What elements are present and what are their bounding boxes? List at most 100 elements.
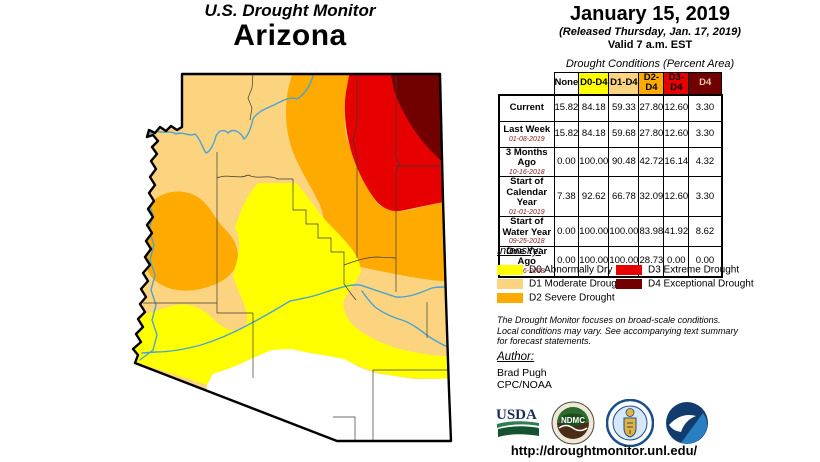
disclaimer: The Drought Monitor focuses on broad-sca…	[497, 315, 797, 347]
legend-title: Intensity:	[497, 245, 542, 257]
row-label-text: Current	[509, 102, 544, 114]
d4-swatch	[616, 278, 642, 289]
table-row: Current 15.82 84.18 59.33 27.80 12.60 3.…	[498, 93, 723, 122]
noaa-gull	[669, 415, 696, 432]
legend-label: D3 Extreme Drought	[648, 264, 740, 276]
usda-swoosh-dark	[498, 426, 539, 437]
cell-value: 41.92	[663, 216, 690, 247]
cell-value: 100.00	[608, 216, 640, 247]
commerce-logo	[606, 399, 654, 447]
author-block: Author: Brad Pugh CPC/NOAA	[497, 351, 552, 392]
released-date: (Released Thursday, Jan. 17, 2019)	[559, 26, 741, 38]
row-date: 01-16-2018	[508, 267, 545, 275]
cell-value: 12.60	[663, 176, 690, 218]
cell-value: 3.30	[688, 93, 723, 122]
cell-value: 4.32	[688, 146, 723, 178]
map-title-line1: U.S. Drought Monitor	[204, 1, 376, 20]
row-date: 10-16-2018	[508, 168, 545, 176]
table-caption: Drought Conditions (Percent Area)	[565, 58, 735, 70]
cell-value: 8.62	[688, 216, 723, 247]
legend-item-d2: D2 Severe Drought	[497, 289, 615, 303]
row-label-text: Start of Water Year	[502, 216, 552, 238]
col-header-none: None	[553, 71, 580, 96]
table-row: Start of Calendar Year 01-01-2019 7.38 9…	[498, 176, 723, 218]
row-label: Last Week 01-08-2019	[498, 120, 555, 148]
usda-swoosh-light	[497, 421, 539, 428]
map-region-d2-severe-west	[144, 191, 238, 291]
info-panel: January 15, 2019 (Released Thursday, Jan…	[484, 0, 816, 462]
ndmc-soil	[557, 423, 589, 439]
row-date: 01-01-2019	[508, 208, 545, 216]
table-row: One Year Ago 01-16-2018 0.00 100.00 100.…	[498, 245, 723, 278]
map-date: January 15, 2019	[569, 3, 731, 25]
footer-url: http://droughtmonitor.unl.edu/	[510, 443, 698, 458]
col-header-d1-d4: D1-D4	[608, 71, 640, 96]
usda-logo: USDA	[496, 407, 539, 437]
table-row: 3 Months Ago 10-16-2018 0.00 100.00 90.4…	[498, 146, 723, 178]
map-region-d0-dry	[133, 183, 451, 385]
cell-value: 42.72	[638, 146, 665, 178]
cell-value: 0.00	[553, 216, 580, 247]
cell-value: 27.80	[638, 120, 665, 148]
disclaimer-line: The Drought Monitor focuses on broad-sca…	[497, 315, 721, 325]
d3-swatch	[616, 264, 642, 275]
cell-value: 0.00	[553, 146, 580, 178]
cell-value: 12.60	[663, 120, 690, 148]
col-header-d2-d4: D2-D4	[638, 71, 665, 96]
intensity-legend: Intensity: D0 Abnormally Dry D1 Moderate…	[497, 245, 807, 305]
disclaimer-line: Local conditions may vary. See accompany…	[497, 325, 738, 336]
disclaimer-line: for forecast statements.	[497, 336, 592, 347]
row-date: 01-08-2019	[508, 135, 545, 143]
cell-value: 28.73	[638, 245, 665, 278]
county-borders	[143, 74, 451, 441]
arizona-drought-map	[131, 72, 453, 443]
commerce-eagle	[625, 408, 635, 417]
cell-value: 100.00	[578, 245, 610, 278]
date-header: January 15, 2019 (Released Thursday, Jan…	[484, 3, 816, 51]
row-label: 3 Months Ago 10-16-2018	[498, 146, 555, 178]
cell-value: 32.09	[638, 176, 665, 218]
cell-value: 90.48	[608, 146, 640, 178]
ndmc-logo: NDMC	[551, 401, 595, 445]
row-label: Current	[498, 93, 555, 122]
agency-logos: USDA NDMC	[496, 399, 709, 447]
cell-value: 16.14	[663, 146, 690, 178]
cell-value: 0.00	[688, 245, 723, 278]
row-label: Start of Water Year 09-25-2018	[498, 216, 555, 247]
map-area: U.S. Drought Monitor Arizona	[131, 2, 453, 443]
author-title: Author:	[497, 351, 535, 363]
row-label-text: Start of Calendar Year	[506, 176, 548, 209]
cell-value: 59.33	[608, 93, 640, 122]
ndmc-logo-text: NDMC	[561, 416, 585, 425]
legend-label: D4 Exceptional Drought	[648, 278, 754, 290]
cell-value: 66.78	[608, 176, 640, 218]
cell-value: 15.82	[553, 120, 580, 148]
cell-value: 84.18	[578, 120, 610, 148]
ndmc-oval	[560, 413, 586, 427]
d2-swatch	[497, 292, 523, 303]
drought-conditions-table: None D0-D4 D1-D4 D2-D4 D3-D4 D4 Current …	[498, 71, 723, 278]
cell-value: 3.30	[688, 176, 723, 218]
legend-item-d0: D0 Abnormally Dry	[497, 261, 613, 276]
map-title: U.S. Drought Monitor Arizona	[90, 2, 490, 51]
table-row: Start of Water Year 09-25-2018 0.00 100.…	[498, 216, 723, 247]
map-title-line2: Arizona	[233, 18, 347, 52]
row-label: Start of Calendar Year 01-01-2019	[498, 176, 555, 218]
commerce-shield-marks	[627, 422, 633, 434]
d0-swatch	[497, 264, 523, 275]
d1-swatch	[497, 278, 523, 289]
noaa-logo	[666, 402, 708, 444]
legend-label: D1 Moderate Drought	[529, 278, 626, 290]
legend-item-d1: D1 Moderate Drought	[497, 275, 626, 290]
cell-value: 27.80	[638, 93, 665, 122]
cell-value: 7.38	[553, 176, 580, 218]
author-name: Brad Pugh	[497, 366, 547, 379]
col-header-d0-d4: D0-D4	[578, 71, 610, 96]
row-label-text: One Year Ago	[506, 246, 548, 268]
state-border-arizona	[131, 72, 453, 443]
legend-label: D0 Abnormally Dry	[529, 264, 613, 276]
row-label-text: 3 Months Ago	[505, 146, 548, 169]
col-header-d3-d4: D3-D4	[663, 71, 690, 96]
ndmc-wave	[558, 424, 588, 432]
river-lines	[139, 75, 451, 361]
